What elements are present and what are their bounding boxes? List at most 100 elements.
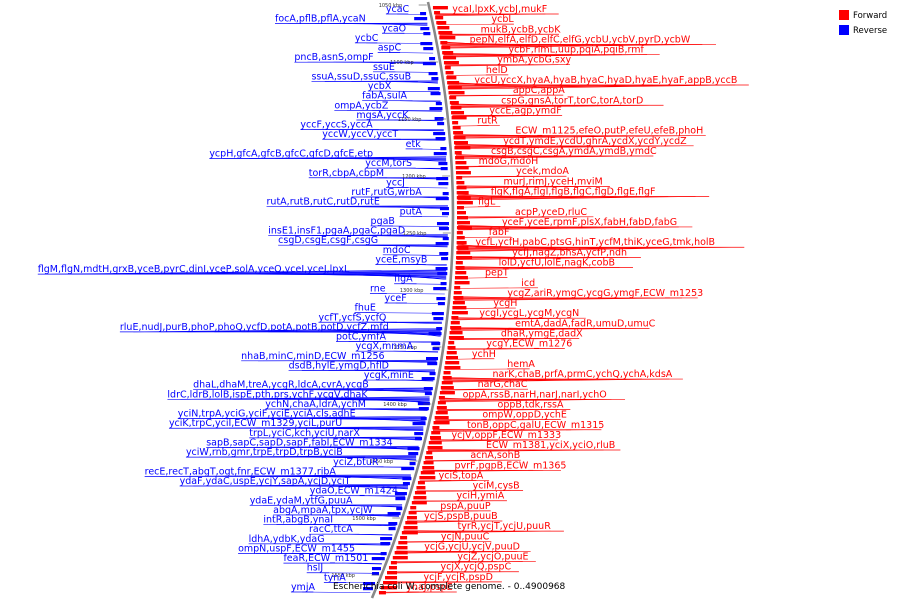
reverse-gene-label[interactable]: yccW,yccV,yccT <box>322 129 398 140</box>
forward-gene-label[interactable]: pepT <box>485 268 509 279</box>
forward-gene-feature <box>454 146 470 149</box>
reverse-gene-label[interactable]: flgA <box>394 274 413 285</box>
reverse-gene-label[interactable]: ssuA,ssuD,ssuC,ssuB <box>311 71 411 82</box>
reverse-gene-feature <box>436 102 442 105</box>
reverse-gene-feature <box>437 122 444 125</box>
forward-gene-label[interactable]: rutR <box>477 116 498 127</box>
forward-gene-feature <box>419 476 435 479</box>
reverse-gene-label[interactable]: ycbC <box>355 33 379 44</box>
reverse-gene-label[interactable]: yciZ,btuR <box>333 457 379 468</box>
forward-gene-label[interactable]: flgL <box>478 197 496 208</box>
forward-gene-feature <box>453 301 465 304</box>
reverse-gene-label[interactable]: pncB,asnS,ompF <box>294 52 373 63</box>
reverse-gene-label[interactable]: ycaC <box>386 4 410 15</box>
forward-gene-feature <box>429 441 442 444</box>
reverse-gene-feature <box>426 357 438 360</box>
reverse-gene-feature <box>433 317 443 320</box>
reverse-gene-label[interactable]: ymjA <box>291 582 316 593</box>
forward-gene-feature <box>452 116 467 119</box>
reverse-gene-label[interactable]: ycgK,minE <box>364 370 414 381</box>
forward-gene-label[interactable]: ycgY,ECW_m1276 <box>486 339 572 350</box>
tick-label: 1200 kbp <box>402 174 426 180</box>
reverse-gene-label[interactable]: ycpH,gfcA,gfcB,gfcC,gfcD,gfcE,etp <box>209 149 373 160</box>
forward-gene-feature <box>407 516 417 519</box>
reverse-gene-label[interactable]: ycaO <box>382 23 406 34</box>
tick-label: 1500 kbp <box>352 516 376 522</box>
reverse-gene-label[interactable]: feaR,ECW_m1501 <box>283 553 368 564</box>
reverse-gene-feature <box>431 92 441 95</box>
forward-gene-feature <box>457 241 467 244</box>
forward-gene-feature <box>456 251 470 254</box>
reverse-gene-label[interactable]: rne <box>370 283 386 294</box>
forward-gene-feature <box>450 331 463 334</box>
forward-gene-feature <box>457 226 472 229</box>
reverse-gene-feature <box>433 132 445 135</box>
reverse-gene-label[interactable]: yciW,rnb,gmr,trpE,trpD,trpB,yciB <box>186 447 343 458</box>
reverse-gene-feature <box>420 42 432 45</box>
forward-gene-feature <box>453 131 463 134</box>
reverse-gene-feature <box>443 237 449 240</box>
reverse-gene-label[interactable]: aspC <box>378 43 402 54</box>
reverse-gene-label[interactable]: rutA,rutB,rutC,rutD,rutE <box>267 197 380 208</box>
reverse-gene-feature <box>442 212 449 215</box>
forward-gene-feature <box>455 281 470 284</box>
forward-gene-feature <box>448 346 456 349</box>
forward-gene-feature <box>428 446 443 449</box>
forward-gene-feature <box>455 271 466 274</box>
reverse-gene-label[interactable]: yceE,msyB <box>375 254 427 265</box>
forward-gene-label[interactable]: ychH <box>472 349 496 360</box>
reverse-gene-label[interactable]: focA,pflB,pflA,ycaN <box>275 14 366 25</box>
reverse-gene-label[interactable]: etk <box>406 139 422 150</box>
forward-gene-feature <box>441 386 454 389</box>
forward-gene-feature <box>425 456 433 459</box>
forward-gene-feature <box>450 101 459 104</box>
forward-gene-feature <box>453 296 463 299</box>
reverse-gene-feature <box>441 257 448 260</box>
reverse-gene-label[interactable]: putA <box>400 206 423 217</box>
legend-reverse-label: Reverse <box>853 26 887 36</box>
forward-gene-feature <box>450 106 461 109</box>
reverse-gene-label[interactable]: torR,cbpA,cbpM <box>309 168 384 179</box>
forward-gene-feature <box>446 356 458 359</box>
forward-gene-label[interactable]: ymbA,ycbG,sxy <box>497 55 571 66</box>
forward-gene-label[interactable]: yceF,yceE,rpmF,plsX,fabH,fabD,fabG <box>502 217 677 228</box>
forward-gene-feature <box>456 176 462 179</box>
reverse-gene-feature <box>423 47 433 50</box>
forward-gene-feature <box>413 496 426 499</box>
forward-gene-label[interactable]: lolD,ycfU,lolE,nagK,cobB <box>499 258 615 269</box>
reverse-gene-label[interactable]: flgM,flgN,mdtH,grxB,yceB,pyrC,dinI,yceP,… <box>38 264 350 275</box>
forward-gene-feature <box>450 326 461 329</box>
reverse-gene-feature <box>427 362 437 365</box>
forward-gene-feature <box>454 286 460 289</box>
reverse-gene-feature <box>421 417 427 420</box>
forward-gene-feature <box>438 401 446 404</box>
reverse-gene-feature <box>436 177 448 180</box>
reverse-gene-label[interactable]: yceF <box>385 293 407 304</box>
reverse-gene-feature <box>429 332 442 335</box>
reverse-gene-label[interactable]: hslJ <box>307 563 323 574</box>
reverse-gene-feature <box>388 512 401 515</box>
forward-gene-feature <box>443 376 452 379</box>
forward-gene-label[interactable]: yccE,agp,ymdF <box>489 105 561 116</box>
reverse-gene-feature <box>414 432 423 435</box>
reverse-gene-feature <box>438 162 447 165</box>
reverse-gene-feature <box>389 527 396 530</box>
forward-gene-label[interactable]: ycgZ,ariR,ymgC,ycgG,ymgF,ECW_m1253 <box>507 288 703 299</box>
forward-gene-feature <box>424 461 434 464</box>
forward-gene-feature <box>436 411 448 414</box>
reverse-gene-feature <box>436 327 442 330</box>
forward-gene-feature <box>405 521 417 524</box>
reverse-gene-feature <box>436 197 449 200</box>
forward-gene-feature <box>396 546 407 549</box>
forward-gene-feature <box>434 11 440 14</box>
forward-gene-feature <box>453 126 461 129</box>
reverse-gene-feature <box>429 57 435 60</box>
forward-gene-feature <box>444 371 451 374</box>
forward-gene-label[interactable]: flgK,flgA,flgI,flgB,flgC,flgD,flgE,flgF <box>491 187 656 198</box>
reverse-gene-feature <box>430 372 436 375</box>
reverse-gene-label[interactable]: csgD,csgE,csgF,csgG <box>278 235 378 246</box>
reverse-gene-feature <box>425 392 432 395</box>
forward-gene-feature <box>455 156 464 159</box>
forward-gene-feature <box>398 541 407 544</box>
